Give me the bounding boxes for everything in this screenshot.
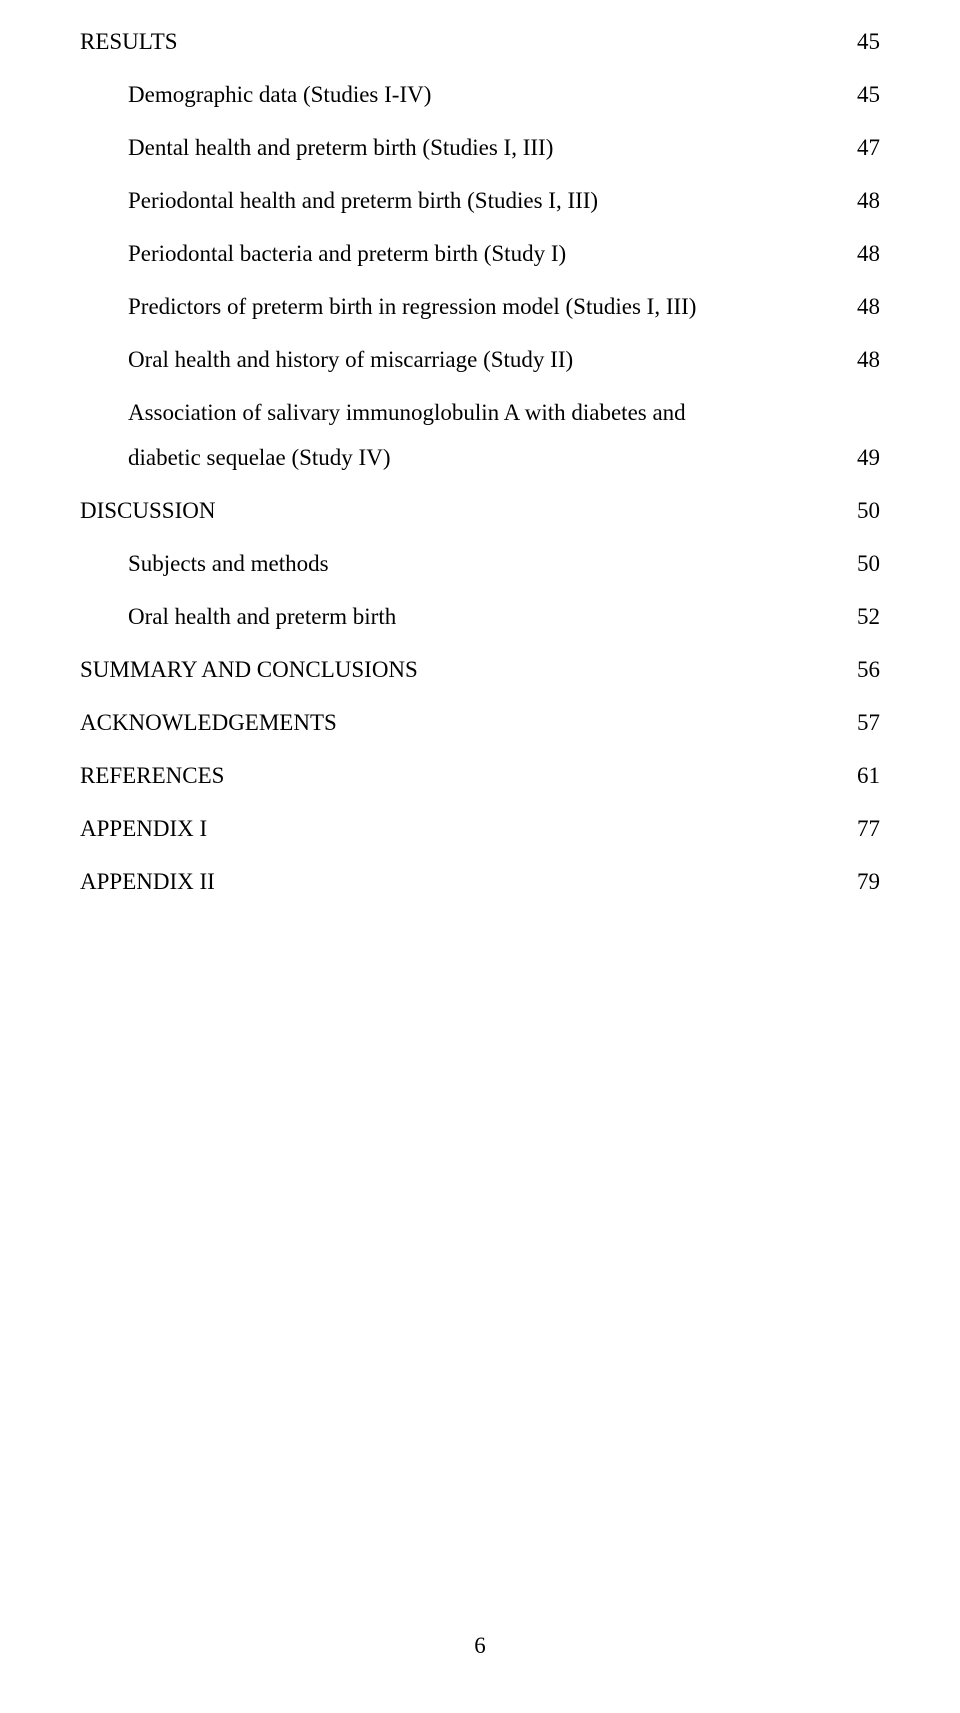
toc-label: Periodontal health and preterm birth (St… [128, 189, 840, 212]
toc-page-number: 52 [840, 605, 880, 628]
toc-page: RESULTS 45 Demographic data (Studies I-I… [0, 0, 960, 893]
toc-page-number: 57 [840, 711, 880, 734]
toc-label: Subjects and methods [128, 552, 840, 575]
toc-page-number: 77 [840, 817, 880, 840]
toc-page-number: 48 [840, 295, 880, 318]
toc-entry-continuation: diabetic sequelae (Study IV) 49 [80, 446, 880, 469]
toc-page-number: 48 [840, 189, 880, 212]
toc-entry: Predictors of preterm birth in regressio… [80, 295, 880, 318]
toc-entry: Periodontal bacteria and preterm birth (… [80, 242, 880, 265]
toc-entry: Association of salivary immunoglobulin A… [80, 401, 880, 424]
toc-label: Oral health and preterm birth [128, 605, 840, 628]
toc-page-number: 50 [840, 499, 880, 522]
toc-page-number: 48 [840, 242, 880, 265]
toc-label: Association of salivary immunoglobulin A… [128, 401, 840, 424]
toc-label: diabetic sequelae (Study IV) [128, 446, 840, 469]
toc-entry: Demographic data (Studies I-IV) 45 [80, 83, 880, 106]
toc-page-number: 79 [840, 870, 880, 893]
toc-label: Dental health and preterm birth (Studies… [128, 136, 840, 159]
toc-label: APPENDIX II [80, 870, 840, 893]
toc-entry: Subjects and methods 50 [80, 552, 880, 575]
toc-page-number: 56 [840, 658, 880, 681]
toc-page-number: 45 [840, 30, 880, 53]
toc-label: DISCUSSION [80, 499, 840, 522]
toc-label: RESULTS [80, 30, 840, 53]
toc-entry: DISCUSSION 50 [80, 499, 880, 522]
toc-label: APPENDIX I [80, 817, 840, 840]
toc-label: REFERENCES [80, 764, 840, 787]
toc-entry: APPENDIX I 77 [80, 817, 880, 840]
toc-entry: Oral health and history of miscarriage (… [80, 348, 880, 371]
toc-page-number: 61 [840, 764, 880, 787]
toc-label: Periodontal bacteria and preterm birth (… [128, 242, 840, 265]
toc-entry: APPENDIX II 79 [80, 870, 880, 893]
toc-label: ACKNOWLEDGEMENTS [80, 711, 840, 734]
toc-page-number: 48 [840, 348, 880, 371]
toc-page-number: 50 [840, 552, 880, 575]
toc-entry: Dental health and preterm birth (Studies… [80, 136, 880, 159]
page-footer-number: 6 [0, 1633, 960, 1659]
toc-entry: Periodontal health and preterm birth (St… [80, 189, 880, 212]
toc-label: SUMMARY AND CONCLUSIONS [80, 658, 840, 681]
toc-entry: SUMMARY AND CONCLUSIONS 56 [80, 658, 880, 681]
toc-page-number: 45 [840, 83, 880, 106]
toc-label: Oral health and history of miscarriage (… [128, 348, 840, 371]
toc-entry: RESULTS 45 [80, 30, 880, 53]
toc-page-number: 47 [840, 136, 880, 159]
toc-page-number: 49 [840, 446, 880, 469]
toc-entry: Oral health and preterm birth 52 [80, 605, 880, 628]
toc-label: Predictors of preterm birth in regressio… [128, 295, 840, 318]
toc-label: Demographic data (Studies I-IV) [128, 83, 840, 106]
toc-entry: ACKNOWLEDGEMENTS 57 [80, 711, 880, 734]
toc-entry: REFERENCES 61 [80, 764, 880, 787]
